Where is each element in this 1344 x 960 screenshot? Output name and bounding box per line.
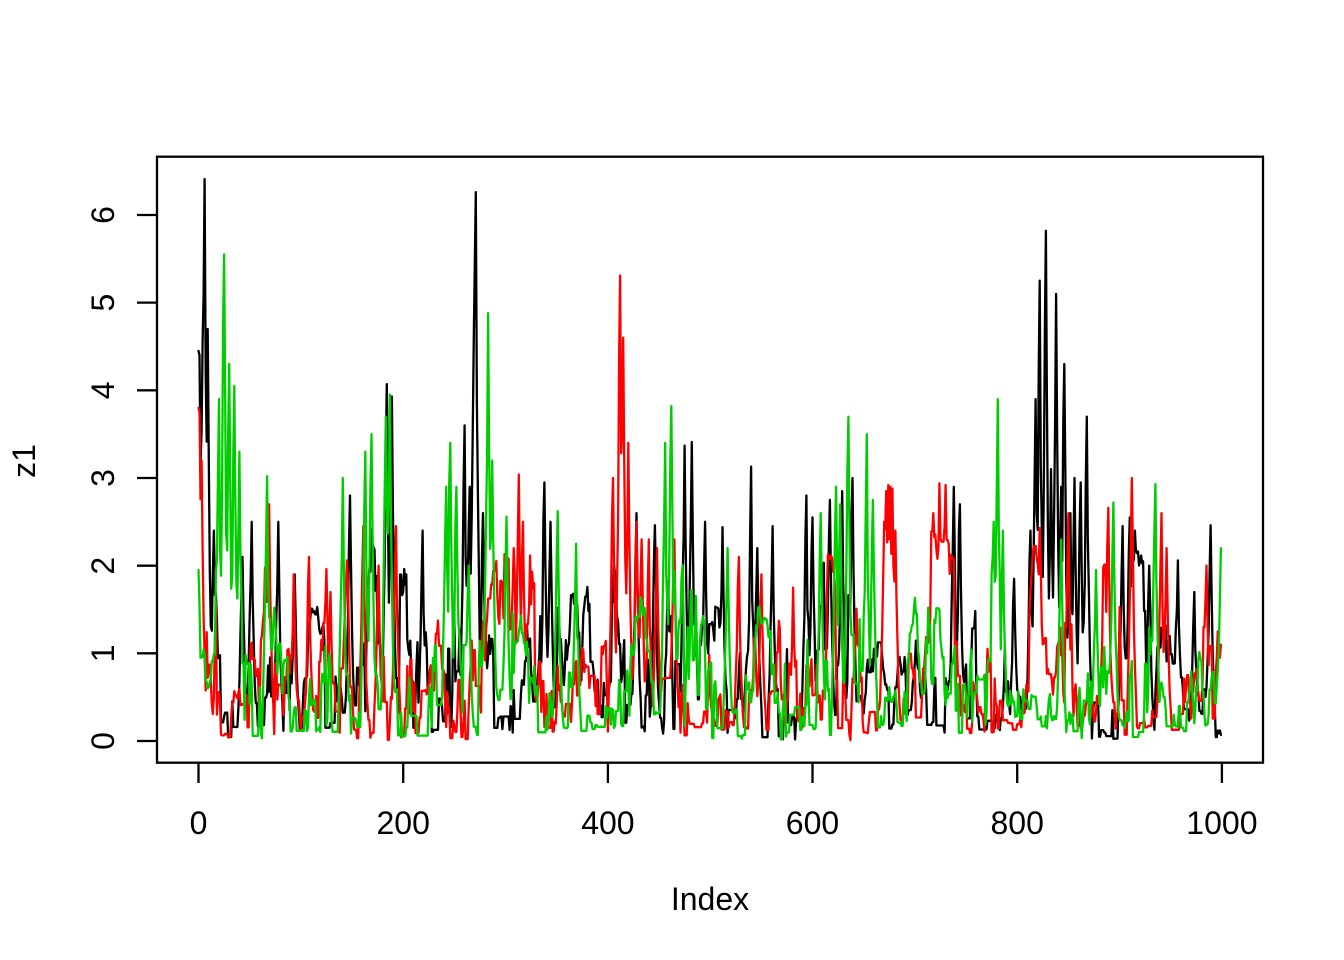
svg-text:z1: z1 (6, 444, 42, 478)
svg-text:2: 2 (85, 557, 121, 575)
svg-text:1000: 1000 (1186, 805, 1257, 841)
svg-text:Index: Index (671, 881, 749, 917)
svg-text:0: 0 (85, 732, 121, 750)
svg-text:0: 0 (190, 805, 208, 841)
svg-text:400: 400 (581, 805, 634, 841)
svg-text:4: 4 (85, 381, 121, 399)
svg-text:6: 6 (85, 206, 121, 224)
svg-text:600: 600 (786, 805, 839, 841)
svg-text:1: 1 (85, 644, 121, 662)
svg-text:3: 3 (85, 469, 121, 487)
svg-text:800: 800 (991, 805, 1044, 841)
svg-text:200: 200 (377, 805, 430, 841)
svg-text:5: 5 (85, 294, 121, 312)
